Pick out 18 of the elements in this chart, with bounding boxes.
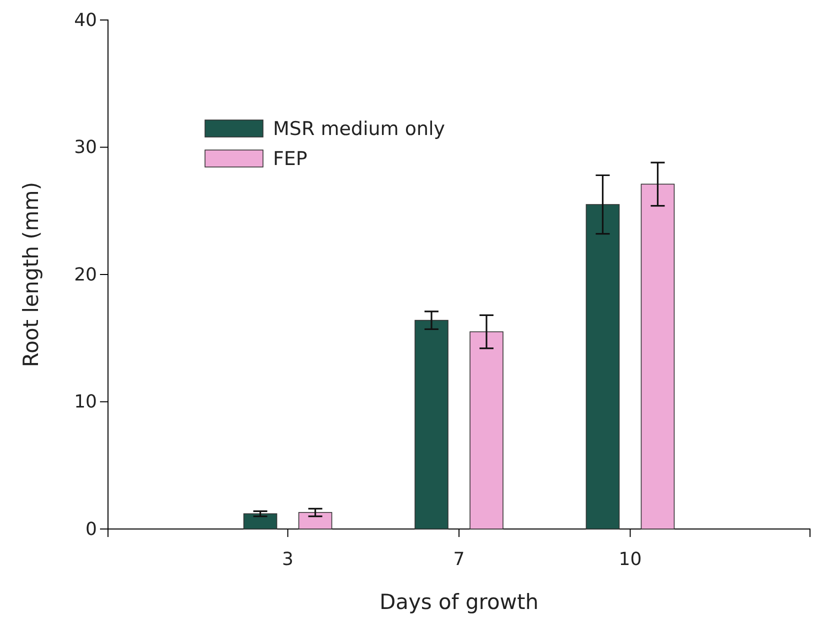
- x-tick-label: 10: [618, 549, 642, 570]
- bar: [586, 204, 620, 530]
- bar: [414, 320, 448, 530]
- y-tick-label: 40: [74, 10, 97, 31]
- bar: [470, 331, 504, 530]
- y-axis-title: Root length (mm): [19, 182, 43, 368]
- x-axis-title: Days of growth: [379, 590, 539, 614]
- legend-label: MSR medium only: [273, 118, 446, 140]
- bar: [298, 512, 332, 530]
- x-tick-label: 7: [453, 549, 465, 570]
- x-tick-label: 3: [282, 549, 294, 570]
- y-tick-label: 30: [74, 137, 97, 158]
- legend-label: FEP: [273, 148, 308, 170]
- y-tick-label: 0: [86, 518, 97, 540]
- y-tick-label: 10: [74, 392, 97, 413]
- bar: [243, 513, 278, 530]
- bar: [640, 184, 675, 530]
- y-tick-label: 20: [74, 264, 97, 286]
